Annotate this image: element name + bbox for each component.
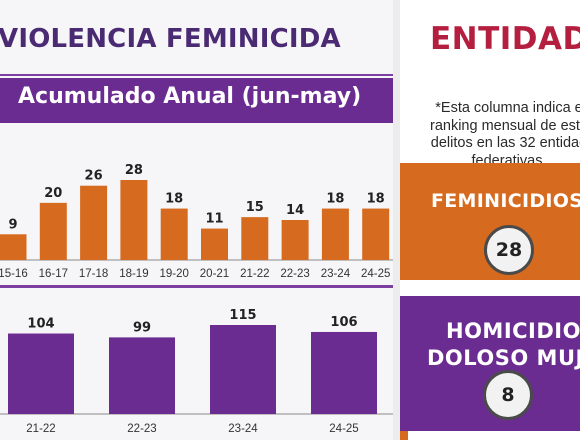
bar	[109, 337, 175, 414]
tick-label: 22-23	[280, 268, 309, 280]
subtitle-banner	[0, 78, 393, 123]
bar	[39, 202, 67, 260]
data-label: 11	[205, 212, 223, 227]
page-title: VIOLENCIA FEMINICIDA	[0, 24, 341, 54]
data-label: 18	[367, 192, 385, 207]
bar	[241, 217, 269, 260]
tick-label: 18-19	[119, 268, 148, 280]
feminicidios-label: FEMINICIDIOS	[431, 190, 580, 212]
subtitle: Acumulado Anual (jun-may)	[18, 84, 362, 109]
entidad-title: ENTIDAD	[430, 21, 580, 57]
bar	[321, 208, 349, 260]
tick-label: 24-25	[361, 268, 390, 280]
tick-label: 15-16	[0, 268, 28, 280]
bar	[160, 208, 188, 260]
homicidio-label-line1: HOMICIDIO	[446, 319, 580, 343]
data-label: 18	[165, 192, 183, 207]
left-panel: VIOLENCIA FEMINICIDA Acumulado Anual (ju…	[0, 24, 393, 435]
data-label: 20	[44, 186, 62, 201]
tick-label: 17-18	[79, 268, 108, 280]
tick-label: 23-24	[228, 423, 258, 435]
data-label: 115	[229, 308, 256, 323]
ranking-note: *Esta columna indica e ranking mensual d…	[414, 100, 580, 170]
note-line: ranking mensual de esto	[430, 117, 580, 134]
note-line: delitos en las 32 entidad	[430, 135, 580, 151]
homicidio-rank-badge: 8	[483, 370, 533, 420]
feminicidios-rank-badge: 28	[484, 225, 534, 275]
bar	[8, 333, 74, 414]
tick-label: 16-17	[39, 268, 68, 280]
tick-label: 23-24	[321, 268, 351, 280]
data-label: 18	[326, 192, 344, 207]
data-label: 15	[246, 200, 264, 215]
tick-label: 21-22	[240, 268, 269, 280]
bar	[120, 180, 148, 260]
tick-label: 19-20	[159, 268, 188, 280]
tick-label: 24-25	[329, 423, 358, 435]
homicidio-bar-chart: 104 21-22 99 22-23 115 23-24 106 24-25	[0, 308, 393, 435]
next-card-edge	[400, 431, 408, 440]
data-label: 104	[27, 317, 54, 332]
right-panel: ENTIDAD *Esta columna indica e ranking m…	[400, 0, 580, 440]
feminicidios-bar-chart: 9 15-16 20 16-17 26 17-18 28 18-19 18 19-20 11 20-2…	[0, 163, 393, 280]
bar	[80, 185, 108, 260]
tick-label: 21-22	[26, 423, 55, 435]
panel-gap	[393, 0, 400, 440]
tick-label: 20-21	[200, 268, 229, 280]
bar	[210, 325, 276, 414]
data-label: 28	[125, 163, 143, 178]
note-line: *Esta columna indica e	[435, 100, 580, 116]
data-label: 99	[133, 320, 151, 335]
bar	[362, 208, 390, 260]
data-label: 14	[286, 203, 304, 218]
bar	[311, 331, 377, 414]
charts-divider	[0, 285, 393, 288]
tick-label: 22-23	[127, 423, 156, 435]
bar	[281, 220, 309, 260]
data-label: 26	[85, 169, 103, 184]
title-divider	[0, 74, 393, 76]
homicidio-label-line2: DOLOSO MUJE	[427, 346, 580, 370]
data-label: 106	[330, 315, 357, 330]
bar	[201, 228, 228, 260]
data-label: 9	[8, 217, 17, 232]
bar	[0, 234, 27, 260]
